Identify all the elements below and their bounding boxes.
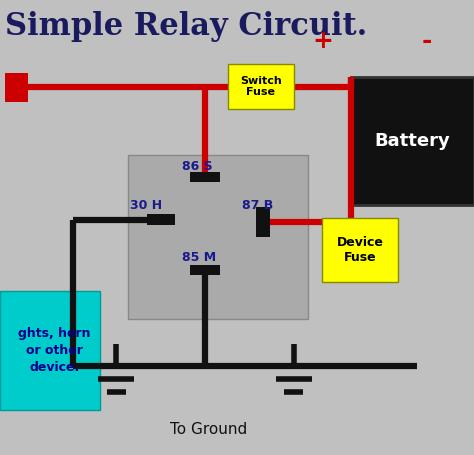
Text: Device
Fuse: Device Fuse: [337, 236, 383, 264]
Bar: [256, 207, 270, 237]
Text: 87 B: 87 B: [242, 198, 273, 212]
Text: +: +: [312, 29, 333, 53]
Bar: [322, 218, 398, 282]
Bar: [128, 155, 308, 318]
Bar: [147, 214, 175, 225]
Text: -: -: [421, 29, 432, 53]
Text: To Ground: To Ground: [170, 423, 247, 437]
Text: 85 M: 85 M: [182, 251, 217, 264]
Bar: [228, 64, 294, 109]
Text: Simple Relay Circuit.: Simple Relay Circuit.: [5, 11, 367, 42]
Text: ghts, horn
or other
device.: ghts, horn or other device.: [18, 327, 91, 374]
Bar: [5, 73, 28, 102]
Bar: [190, 172, 220, 182]
Bar: [0, 291, 100, 410]
Text: Switch
Fuse: Switch Fuse: [240, 76, 282, 97]
Text: 86 S: 86 S: [182, 160, 213, 173]
Text: 30 H: 30 H: [130, 198, 163, 212]
Bar: [351, 77, 474, 205]
Text: Battery: Battery: [374, 132, 450, 150]
Bar: [190, 265, 220, 275]
